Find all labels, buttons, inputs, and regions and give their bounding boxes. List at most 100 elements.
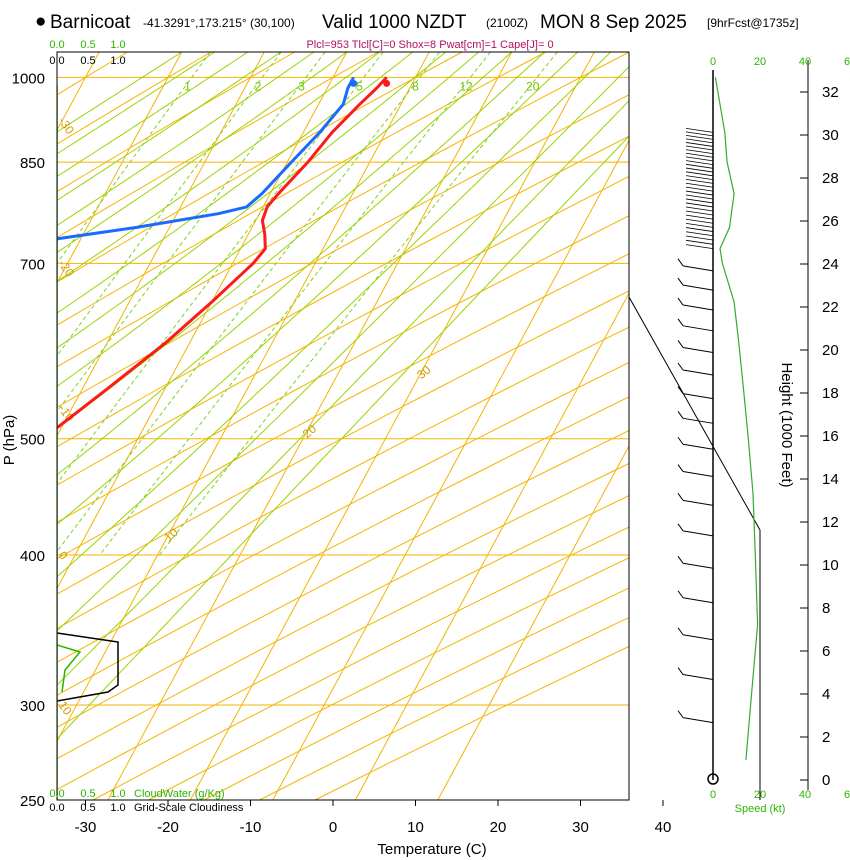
dry-adiabat-line <box>203 587 629 800</box>
cloudwater-top-tick: 1.0 <box>110 39 125 51</box>
y-axis-title: P (hPa) <box>1 415 18 466</box>
wind-barb <box>685 134 714 140</box>
dry-adiabat-line <box>57 215 629 523</box>
pressure-tick-label: 400 <box>20 548 45 565</box>
wind-barb <box>685 227 714 232</box>
dry-adiabat-line <box>57 494 629 791</box>
wind-barb <box>685 163 714 169</box>
wind-barb <box>677 590 714 604</box>
speed-top-tick: 0 <box>710 56 716 68</box>
wind-barb <box>685 149 714 155</box>
moist-adiabat-line <box>57 52 182 133</box>
wind-barb <box>685 167 714 173</box>
wind-barb <box>677 258 714 272</box>
wind-barb <box>685 142 714 147</box>
wind-barb <box>685 222 714 228</box>
isotherm-line <box>57 52 183 285</box>
mixing-ratio-line <box>57 52 282 357</box>
height-tick-label: 6 <box>822 643 830 660</box>
dry-adiabat-line <box>57 462 629 760</box>
height-tick-label: 30 <box>822 127 839 144</box>
wind-barb <box>685 160 714 165</box>
moist-adiabat-line <box>57 52 248 178</box>
wind-barb <box>685 179 714 184</box>
sounding-profiles <box>57 76 391 800</box>
height-tick-label: 4 <box>822 686 830 703</box>
wind-barb <box>685 186 714 192</box>
moist-adiabat-line <box>57 52 281 201</box>
temperature-tick-label: 0 <box>329 819 337 836</box>
wind-barb <box>677 297 714 311</box>
dewpoint-line <box>57 76 355 241</box>
height-tick-label: 2 <box>822 729 830 746</box>
height-tick-label: 20 <box>822 342 839 359</box>
cloudiness-top-tick: 1.0 <box>110 55 125 67</box>
dry-adiabat-line <box>57 135 629 448</box>
wind-speed-label: Speed (kt) <box>735 803 786 815</box>
left-temp-label: 0 <box>56 549 71 563</box>
isotherm-label: 0 <box>23 633 37 648</box>
dry-adiabat-line <box>259 616 629 800</box>
wind-barb <box>677 340 714 353</box>
cloudwater-bottom-tick: 1.0 <box>110 788 125 800</box>
moist-adiabat-line <box>57 52 546 476</box>
dry-adiabat-line <box>57 253 629 560</box>
moist-adiabat-line <box>57 52 414 314</box>
dry-adiabat-line <box>57 396 629 696</box>
mixing-ratio-label: 3 <box>298 79 305 93</box>
height-tick-label: 26 <box>822 213 839 230</box>
temperature-tick-label: -10 <box>240 819 262 836</box>
mixing-ratio-line <box>57 52 211 265</box>
mixing-ratio-line <box>159 52 558 556</box>
cloudwater-label: CloudWater (g/Kg) <box>134 788 225 800</box>
mixing-ratio-line <box>57 52 440 553</box>
moist-adiabat-line <box>57 52 480 388</box>
cloudiness-bottom-tick: 0.0 <box>49 802 64 814</box>
height-tick-label: 22 <box>822 299 839 316</box>
wind-barb <box>685 244 714 250</box>
zulu-time: (2100Z) <box>486 16 528 30</box>
wind-barb <box>685 190 714 196</box>
isotherm-line <box>437 444 629 800</box>
moist-adiabat-line <box>57 66 629 632</box>
cloudwater-top-tick: 0.5 <box>80 39 95 51</box>
mixing-ratio-label: 20 <box>526 79 540 93</box>
height-tick-label: 24 <box>822 256 839 273</box>
dry-adiabat-line <box>92 526 629 800</box>
cloudiness-label: Grid-Scale Cloudiness <box>134 802 244 814</box>
dry-adiabat-line <box>57 52 629 368</box>
temperature-tick-label: 40 <box>655 819 672 836</box>
moist-adiabat-line <box>57 52 513 430</box>
dry-adiabat-line <box>57 52 463 283</box>
header-bullet: ● <box>35 11 46 32</box>
wind-barb <box>685 127 714 133</box>
pressure-tick-label: 250 <box>20 793 45 810</box>
wind-barb <box>685 138 714 144</box>
pressure-tick-label: 500 <box>20 432 45 449</box>
wind-barb <box>677 362 714 376</box>
isotherm-line <box>57 52 348 590</box>
height-tick-label: 18 <box>822 385 839 402</box>
temperature-tick-label: 10 <box>407 819 424 836</box>
wind-barb <box>685 202 714 208</box>
moist-adiabat-line <box>57 100 629 686</box>
calm-wind-circle <box>707 773 719 785</box>
wind-barb <box>677 436 714 450</box>
height-tick-label: 16 <box>822 428 839 445</box>
height-tick-label: 10 <box>822 557 839 574</box>
speed-bottom-tick: 6 <box>844 789 850 801</box>
wind-barb <box>677 277 714 291</box>
temperature-tick-label: 30 <box>572 819 589 836</box>
dry-adiabat-line <box>57 326 629 630</box>
mixing-ratio-label: 8 <box>412 79 419 93</box>
moist-adiabat-line <box>57 135 629 740</box>
wind-panel <box>628 52 761 800</box>
speed-bottom-tick: 0 <box>710 789 716 801</box>
left-temp-label: 10 <box>56 699 75 718</box>
stability-subtitle: Plcl=953 Tlcl[C]=0 Shox=8 Pwat[cm]=1 Cap… <box>306 39 553 51</box>
wind-barb <box>677 493 714 506</box>
speed-top-tick: 40 <box>799 56 811 68</box>
isotherm-line <box>189 52 595 800</box>
mixing-ratio-label: 2 <box>255 79 262 93</box>
